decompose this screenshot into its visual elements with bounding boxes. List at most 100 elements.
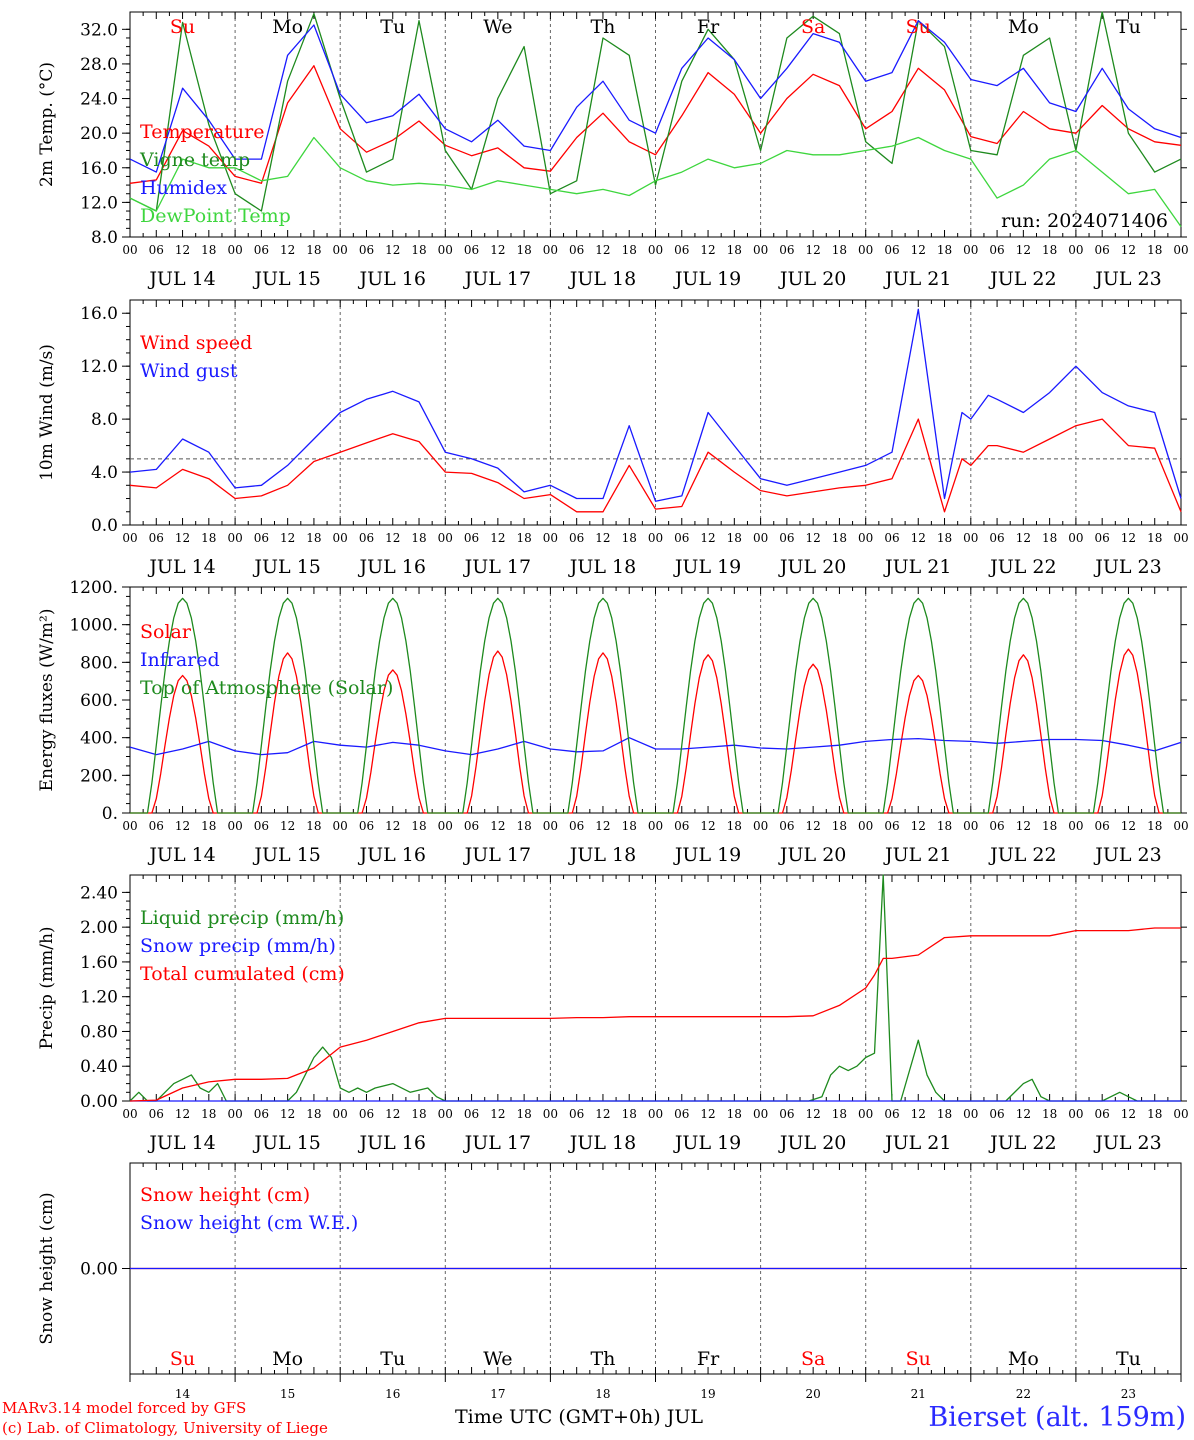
- hour-label: 00: [227, 819, 242, 833]
- date-label: JUL 22: [988, 844, 1056, 866]
- hour-label: 00: [543, 819, 558, 833]
- date-label: JUL 20: [778, 268, 846, 290]
- y-tick-label: 200.: [80, 766, 118, 786]
- hour-label: 18: [411, 819, 426, 833]
- weekday-label-top: Tu: [1116, 16, 1141, 38]
- legend-total-cumulated-cm: Total cumulated (cm): [140, 963, 345, 985]
- date-label: JUL 14: [147, 556, 215, 578]
- legend-solar: Solar: [140, 621, 192, 643]
- y-tick-label: 0.80: [80, 1022, 118, 1042]
- hour-label: 00: [963, 243, 978, 257]
- date-label: JUL 18: [568, 844, 636, 866]
- hour-label: 06: [884, 531, 899, 545]
- date-label: JUL 21: [883, 268, 951, 290]
- hour-label: 06: [254, 531, 269, 545]
- hour-label: 18: [727, 819, 742, 833]
- series-line-humidex: [129, 20, 1182, 173]
- y-tick-label: 16.0: [80, 304, 118, 324]
- day-number-label: 15: [280, 1387, 295, 1401]
- date-label: JUL 20: [778, 844, 846, 866]
- hour-label: 12: [1016, 243, 1031, 257]
- hour-label: 00: [858, 243, 873, 257]
- date-label: JUL 15: [252, 556, 320, 578]
- legend-snow-height-cm: Snow height (cm): [140, 1184, 310, 1206]
- date-label: JUL 16: [358, 1132, 426, 1154]
- hour-label: 00: [227, 243, 242, 257]
- hour-label: 00: [963, 1107, 978, 1121]
- legend-infrared: Infrared: [140, 649, 220, 671]
- hour-label: 06: [149, 531, 164, 545]
- hour-label: 18: [1042, 819, 1057, 833]
- weekday-label-top: We: [483, 16, 512, 38]
- hour-label: 06: [359, 819, 374, 833]
- y-tick-label: 2.00: [80, 918, 118, 938]
- hour-label: 00: [122, 531, 137, 545]
- weekday-label-bottom: Su: [906, 1348, 931, 1370]
- hour-label: 06: [779, 531, 794, 545]
- hour-label: 06: [779, 243, 794, 257]
- y-tick-label: 0.00: [80, 1092, 118, 1112]
- hour-label: 06: [359, 243, 374, 257]
- date-label: JUL 19: [673, 1132, 741, 1154]
- y-tick-label: 0.: [102, 804, 118, 824]
- hour-label: 18: [937, 531, 952, 545]
- series-line-top-of-atmosphere-solar: [130, 597, 1181, 814]
- hour-label: 12: [806, 531, 821, 545]
- date-label: JUL 14: [147, 268, 215, 290]
- hour-label: 12: [700, 243, 715, 257]
- hour-label: 00: [333, 243, 348, 257]
- date-label: JUL 23: [1093, 1132, 1161, 1154]
- hour-label: 12: [490, 1107, 505, 1121]
- y-tick-label: 2.40: [80, 883, 118, 903]
- hour-label: 18: [832, 531, 847, 545]
- panel-1-frame: [129, 11, 1182, 238]
- hour-label: 06: [149, 1107, 164, 1121]
- weekday-label-top: Mo: [1008, 16, 1039, 38]
- hour-label: 12: [1121, 1107, 1136, 1121]
- hour-label: 06: [569, 819, 584, 833]
- date-label: JUL 22: [988, 556, 1056, 578]
- hour-label: 12: [700, 1107, 715, 1121]
- hour-label: 18: [201, 819, 216, 833]
- weekday-label-top: Mo: [272, 16, 303, 38]
- hour-label: 06: [674, 1107, 689, 1121]
- hour-label: 18: [201, 1107, 216, 1121]
- hour-label: 06: [464, 531, 479, 545]
- weekday-label-bottom: Mo: [272, 1348, 303, 1370]
- hour-label: 06: [779, 1107, 794, 1121]
- hour-label: 18: [622, 243, 637, 257]
- hour-label: 06: [674, 531, 689, 545]
- hour-label: 00: [753, 1107, 768, 1121]
- day-number-label: 17: [490, 1387, 505, 1401]
- hour-label: 06: [674, 819, 689, 833]
- weekday-label-bottom: Su: [170, 1348, 195, 1370]
- hour-label: 12: [280, 819, 295, 833]
- hour-label: 00: [753, 243, 768, 257]
- time-axis-title: Time UTC (GMT+0h) JUL: [455, 1406, 703, 1428]
- series-line-infrared: [129, 737, 1182, 756]
- legend-wind-gust: Wind gust: [140, 360, 238, 382]
- y-axis-title: 2m Temp. (°C): [37, 62, 57, 187]
- hour-label: 06: [359, 1107, 374, 1121]
- y-tick-label: 20.0: [80, 124, 118, 144]
- weekday-label-bottom: Sa: [801, 1348, 825, 1370]
- hour-label: 00: [648, 531, 663, 545]
- date-label: JUL 21: [883, 556, 951, 578]
- hour-label: 12: [806, 819, 821, 833]
- date-label: JUL 16: [358, 268, 426, 290]
- hour-label: 00: [438, 819, 453, 833]
- hour-label: 00: [543, 1107, 558, 1121]
- weekday-label-top: Fr: [697, 16, 720, 38]
- y-tick-label: 1.60: [80, 953, 118, 973]
- legend-top-of-atmosphere-solar: Top of Atmosphere (Solar): [140, 677, 393, 699]
- hour-label: 12: [280, 1107, 295, 1121]
- date-label: JUL 22: [988, 268, 1056, 290]
- hour-label: 06: [884, 1107, 899, 1121]
- hour-label: 00: [753, 819, 768, 833]
- hour-label: 12: [700, 531, 715, 545]
- hour-label: 18: [1042, 531, 1057, 545]
- y-tick-label: 400.: [80, 729, 118, 749]
- hour-label: 12: [385, 1107, 400, 1121]
- hour-label: 00: [438, 1107, 453, 1121]
